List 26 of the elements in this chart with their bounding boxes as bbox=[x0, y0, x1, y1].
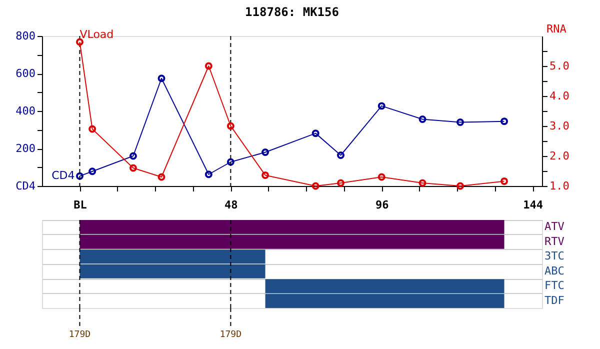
y-tick-label: RTV bbox=[544, 234, 565, 248]
y2-tick-label: 1.0 bbox=[550, 180, 570, 192]
chart-title: 118786: MK156 bbox=[245, 5, 339, 19]
ref-line-label: 179D bbox=[68, 330, 91, 340]
series-label: CD4 bbox=[52, 169, 75, 182]
y-tick-label: ATV bbox=[544, 220, 565, 234]
y-tick-label: 400 bbox=[16, 104, 36, 118]
y-tick-label: CD4 bbox=[16, 180, 36, 192]
x-tick-label: 48 bbox=[224, 198, 238, 212]
y2-tick-label: 4.0 bbox=[550, 90, 570, 102]
x-tick-label: 144 bbox=[523, 198, 544, 212]
y-tick-label: FTC bbox=[544, 279, 564, 292]
x-tick-label: 96 bbox=[376, 198, 390, 212]
series-label: VLoad bbox=[80, 28, 114, 41]
y-tick-label: ABC bbox=[544, 264, 564, 278]
y-tick-label: 600 bbox=[16, 67, 36, 80]
y-tick-label: 200 bbox=[16, 142, 36, 155]
x-tick-label: BL bbox=[74, 198, 88, 212]
y2-tick-label: 5.0 bbox=[550, 60, 570, 72]
y-tick-label: 800 bbox=[16, 30, 36, 42]
y-tick-label: TDF bbox=[544, 294, 564, 307]
y2-axis-title: RNA bbox=[546, 22, 567, 36]
y2-tick-label: 2.0 bbox=[550, 150, 570, 162]
y-tick-label: 3TC bbox=[544, 250, 564, 263]
y2-tick-label: 3.0 bbox=[550, 120, 570, 132]
ref-line-label: 179D bbox=[220, 330, 242, 340]
